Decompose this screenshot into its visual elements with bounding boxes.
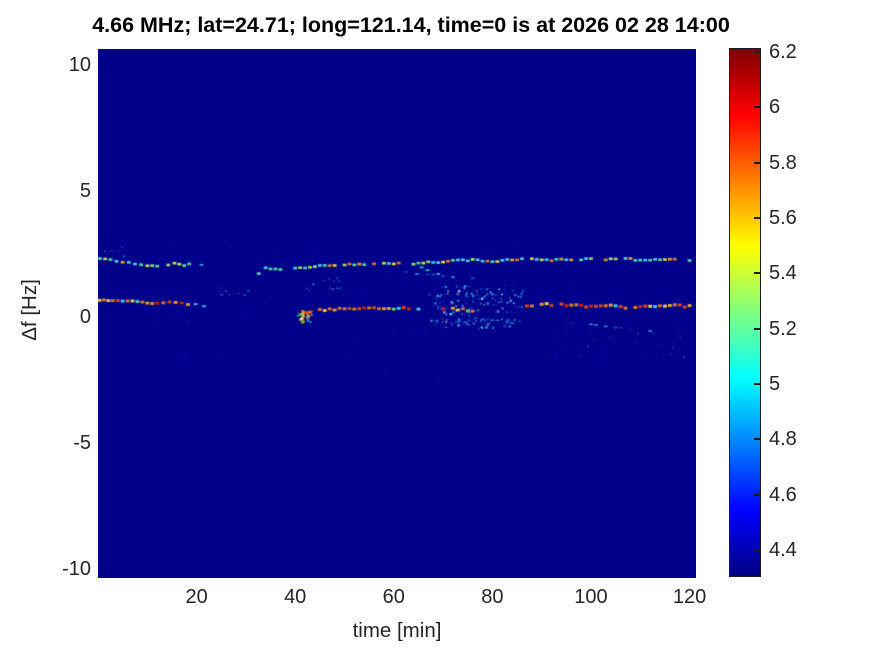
x-tick-label: 60 — [382, 586, 405, 608]
heatmap-canvas — [98, 49, 696, 578]
colorbar-tick-label: 5.6 — [769, 207, 797, 230]
colorbar-tick-mark — [754, 382, 760, 385]
colorbar-gradient — [729, 48, 761, 577]
colorbar-tick-label: 4.4 — [769, 538, 797, 561]
x-tick-label: 100 — [574, 586, 608, 608]
y-axis-label: Δf [Hz] — [18, 279, 41, 341]
colorbar-tick-mark — [754, 51, 760, 54]
colorbar-tick-label: 6 — [769, 96, 781, 119]
colorbar-tick-label: 5.2 — [769, 317, 797, 340]
y-tick-label: -5 — [73, 431, 91, 454]
colorbar-tick-mark — [754, 161, 760, 164]
x-tick-label: 80 — [481, 586, 504, 608]
colorbar-tick-label: 5 — [769, 372, 781, 395]
colorbar-tick-mark — [754, 438, 760, 441]
y-tick-label: 5 — [79, 179, 91, 202]
heatmap-plot — [98, 49, 696, 578]
colorbar-tick-label: 5.4 — [769, 262, 797, 285]
y-tick-label: 0 — [79, 305, 91, 328]
colorbar-tick-mark — [754, 272, 760, 275]
y-tick-label: -10 — [62, 557, 91, 580]
colorbar-tick-mark — [754, 548, 760, 551]
colorbar-tick-mark — [754, 106, 760, 109]
colorbar-tick-label: 6.2 — [769, 41, 797, 64]
colorbar-tick-mark — [754, 493, 760, 496]
x-tick-label: 120 — [672, 586, 707, 608]
colorbar-tick-mark — [754, 217, 760, 220]
x-tick-label: 20 — [185, 586, 208, 608]
figure-title: 4.66 MHz; lat=24.71; long=121.14, time=0… — [92, 13, 730, 37]
colorbar-tick-label: 4.8 — [769, 428, 797, 451]
colorbar-tick-label: 4.6 — [769, 483, 797, 506]
y-tick-label: 10 — [68, 53, 91, 76]
colorbar-tick-mark — [754, 327, 760, 330]
x-axis-label: time [min] — [352, 619, 442, 642]
x-tick-label: 40 — [284, 586, 307, 608]
colorbar-tick-label: 5.8 — [769, 151, 797, 174]
